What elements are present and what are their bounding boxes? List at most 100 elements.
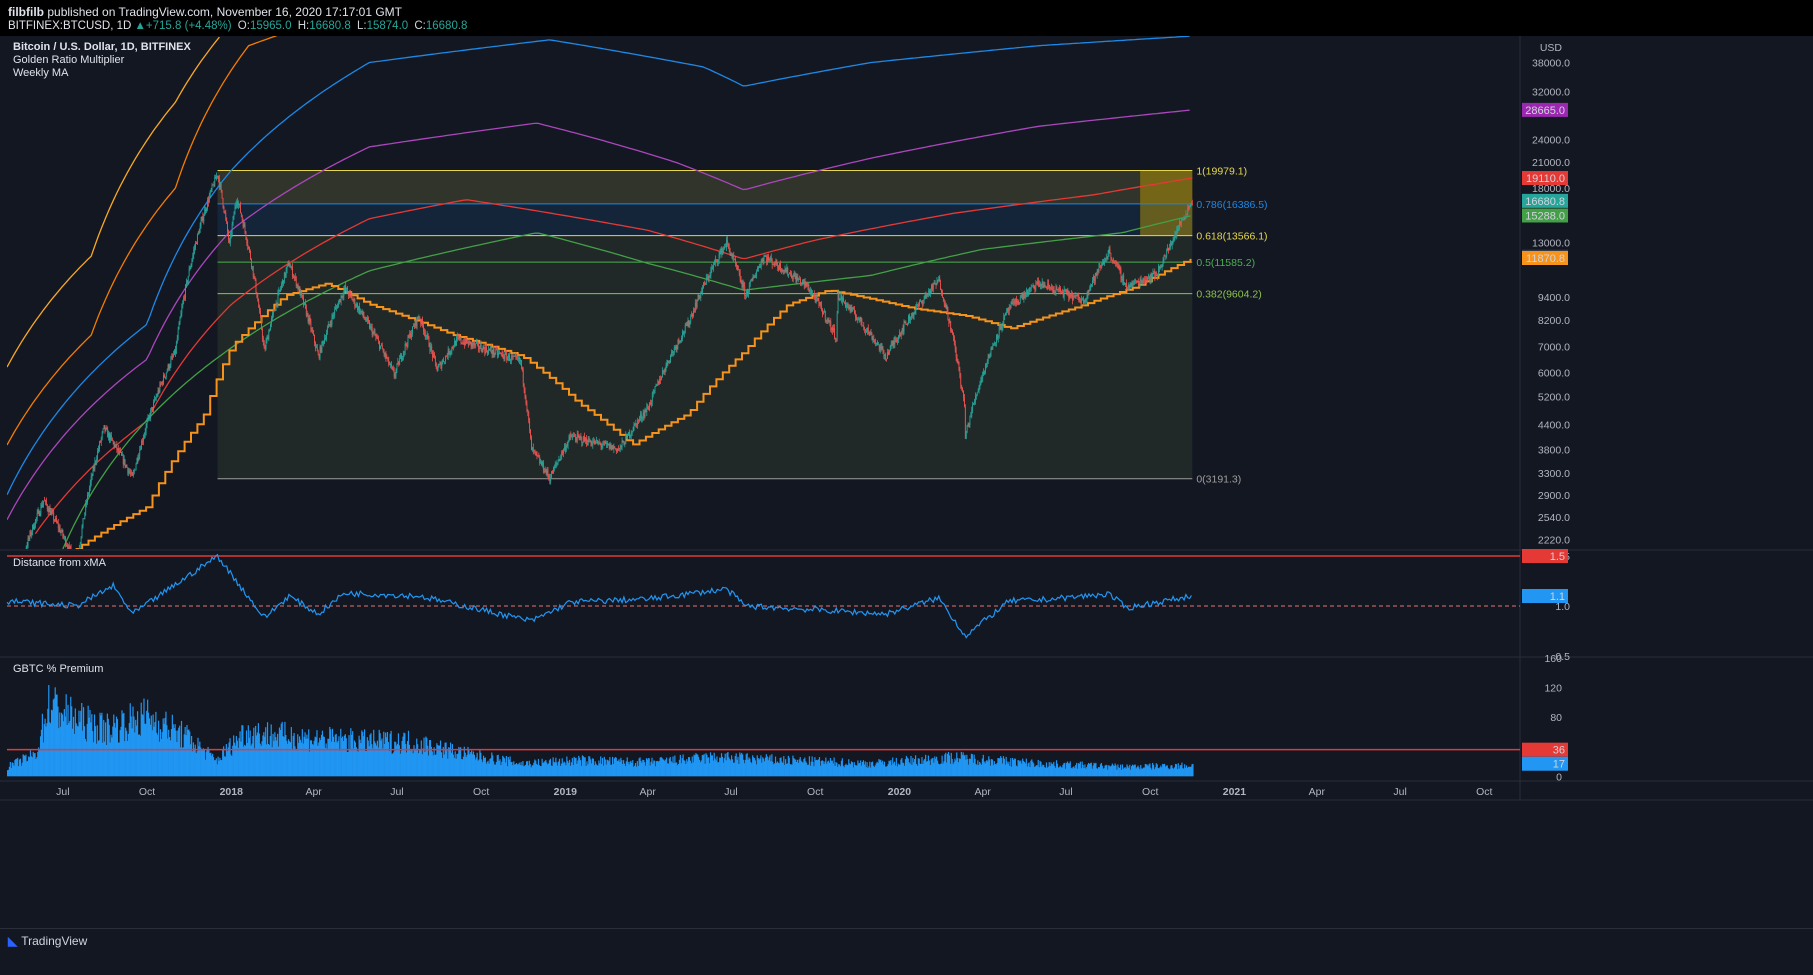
gbtc-bar <box>753 758 756 777</box>
gbtc-bar <box>887 764 889 777</box>
gbtc-bar <box>320 740 322 777</box>
gbtc-bar <box>108 724 110 777</box>
candle-body <box>1124 283 1125 285</box>
candle-body <box>400 354 401 359</box>
candle-body <box>544 469 546 473</box>
gbtc-bar <box>231 756 233 777</box>
candle-body <box>959 370 961 376</box>
gbtc-bar <box>1145 764 1147 777</box>
candle-body <box>821 305 823 310</box>
gbtc-bar <box>999 758 1001 777</box>
gbtc-bar <box>1101 765 1103 777</box>
candle-body <box>463 341 465 345</box>
gbtc-bar <box>294 746 296 777</box>
candle-body <box>1061 291 1062 293</box>
candle-body <box>160 383 162 385</box>
gbtc-bar <box>241 725 243 777</box>
price-badge-text: 11870.8 <box>1526 253 1565 265</box>
candle-body <box>822 309 823 315</box>
candle-body <box>921 302 923 305</box>
tradingview-logo[interactable]: ◣ TradingView <box>8 934 87 948</box>
candle-body <box>1074 295 1076 297</box>
author-name[interactable]: filbfilb <box>8 5 44 19</box>
candle-body <box>1115 261 1116 264</box>
candle-body <box>1089 286 1091 292</box>
gbtc-bar <box>557 765 559 777</box>
candle-body <box>88 493 89 495</box>
candle-body <box>583 436 585 443</box>
gbtc-bar <box>653 760 655 777</box>
gbtc-bar <box>316 730 318 777</box>
candle-body <box>672 351 673 353</box>
gbtc-bar <box>39 749 41 777</box>
candle-body <box>794 274 796 277</box>
gbtc-bar <box>1186 767 1189 777</box>
gbtc-bar <box>598 760 600 777</box>
candle-body <box>482 346 484 353</box>
gbtc-bar <box>273 740 275 777</box>
candle-body <box>997 335 999 339</box>
gbtc-bar <box>658 760 660 777</box>
candle-body <box>566 445 568 447</box>
gbtc-bar <box>228 742 230 777</box>
candle-body <box>648 408 650 410</box>
candle-body <box>187 276 189 283</box>
candle-body <box>1002 324 1004 327</box>
gbtc-bar <box>425 736 427 777</box>
candle-body <box>247 243 249 247</box>
candle-body <box>45 500 46 502</box>
chart-canvas[interactable]: 1(19979.1)0.786(16386.5)0.618(13566.1)0.… <box>0 36 1813 928</box>
candle-body <box>1173 239 1175 241</box>
candle-body <box>636 423 638 427</box>
candle-body <box>620 445 622 447</box>
pane-title: Distance from xMA <box>13 557 107 569</box>
gbtc-bar <box>1163 763 1166 777</box>
gbtc-bar <box>1022 758 1024 777</box>
gbtc-bar <box>808 756 811 777</box>
candle-body <box>110 434 112 438</box>
gbtc-bar <box>336 742 338 777</box>
gbtc-bar <box>329 726 331 777</box>
gbtc-bar <box>431 751 433 777</box>
gbtc-bar <box>601 763 603 777</box>
candle-body <box>899 333 900 337</box>
gbtc-bar <box>125 730 128 777</box>
candle-body <box>102 428 104 433</box>
gbtc-bar <box>111 737 113 777</box>
candle-body <box>1029 288 1031 290</box>
gbtc-bar <box>660 757 662 777</box>
gbtc-bar <box>938 764 940 777</box>
candle-body <box>509 354 510 361</box>
gbtc-bar <box>662 759 664 777</box>
candle-body <box>785 269 787 273</box>
candle-body <box>233 214 235 217</box>
candle-body <box>815 296 817 302</box>
gbtc-bar <box>14 760 16 777</box>
candle-body <box>227 222 228 232</box>
candle-body <box>356 304 358 307</box>
gbtc-bar <box>115 727 117 777</box>
candle-body <box>185 280 187 286</box>
gbtc-bar <box>953 762 955 777</box>
candle-body <box>350 293 352 297</box>
gbtc-bar <box>1052 764 1054 777</box>
gbtc-bar <box>1147 766 1149 777</box>
gbtc-bar <box>140 702 142 777</box>
gbtc-bar <box>762 757 764 777</box>
candle-body <box>332 315 334 317</box>
candle-body <box>578 435 580 438</box>
gbtc-bar <box>698 759 701 777</box>
gbtc-bar <box>71 706 73 777</box>
candle-body <box>1081 298 1082 303</box>
candle-body <box>933 283 935 285</box>
gbtc-bar <box>350 728 352 777</box>
candle-body <box>1114 261 1115 264</box>
gbtc-bar <box>821 760 823 777</box>
gbtc-bar <box>398 745 400 777</box>
candle-body <box>875 341 877 344</box>
candle-body <box>980 378 982 385</box>
gbtc-bar <box>866 762 868 777</box>
gbtc-bar <box>985 761 987 777</box>
candle-body <box>934 283 936 285</box>
candle-body <box>715 259 716 263</box>
